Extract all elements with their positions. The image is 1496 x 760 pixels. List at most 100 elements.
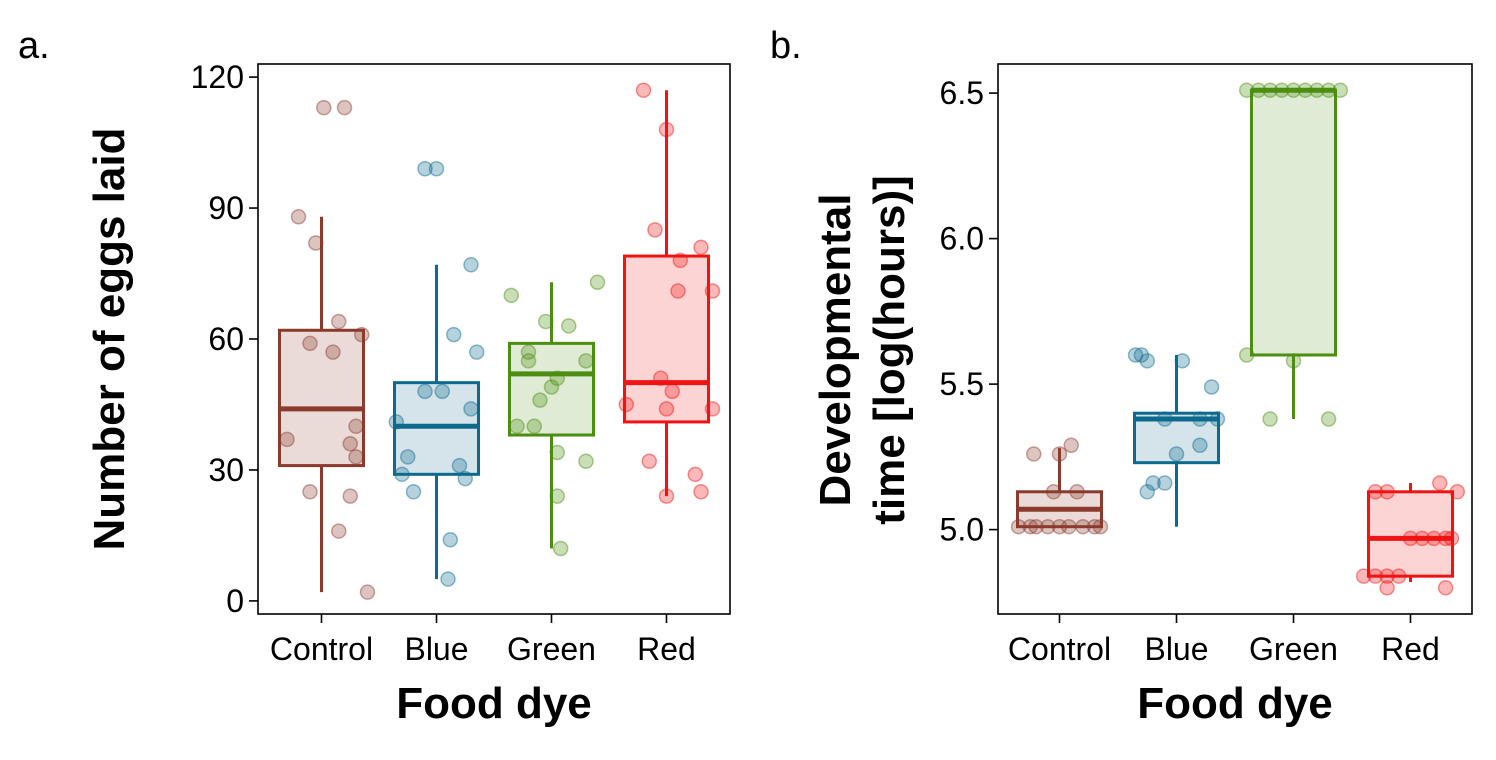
panel-b-point-blue (1168, 446, 1185, 462)
panel-b-marks (1010, 82, 1466, 596)
panel-a-point-blue (417, 383, 433, 400)
panel-b-point-red (1367, 568, 1384, 584)
panel-a-point-green (526, 418, 542, 435)
panel-b-point-green (1320, 411, 1337, 427)
panel-b-box-blue (1133, 355, 1220, 527)
panel-b-iqr-box (1367, 490, 1454, 578)
panel-b-y-tick-label: 6.5 (940, 75, 984, 111)
panel-b-point-green (1309, 82, 1325, 98)
panel-a-x-tick-label-control: Control (270, 631, 373, 667)
panel-b-point-blue (1157, 411, 1173, 427)
panel-b-point-control (1051, 446, 1068, 462)
panel-a-point-red (641, 453, 657, 469)
panel-b-point-green (1274, 82, 1290, 98)
panel-b-point-green (1250, 82, 1267, 98)
panel-b-y-tick-label: 5.5 (940, 366, 984, 402)
panel-b-point-blue (1174, 353, 1191, 369)
panel-a-point-control (302, 335, 318, 352)
panel-b-point-green (1285, 353, 1302, 369)
panel-a-point-control (348, 449, 364, 465)
panel-a-point-green (543, 379, 560, 395)
panel-a-point-green (549, 488, 565, 504)
panel-a-point-control (342, 488, 358, 504)
panel-b-point-control (1063, 437, 1079, 453)
panel-a-y-axis-title: Number of eggs laid (85, 128, 134, 551)
panel-a-point-control (308, 235, 324, 251)
panel-b-plot-frame (997, 63, 1473, 615)
panel-a-y-tick-label: 0 (226, 583, 244, 619)
panel-a-point-control (336, 99, 353, 116)
panel-a-point-red (635, 82, 652, 98)
panel-a-point-green (538, 313, 554, 330)
panel-b-point-red (1437, 580, 1454, 596)
panel-a-point-blue (434, 383, 450, 400)
panel-a-point-blue (440, 571, 456, 587)
panel-b-point-red (1367, 484, 1384, 500)
panel-b-x-axis-title: Food dye (1137, 679, 1333, 728)
panel-b-point-control (1010, 518, 1027, 535)
panel-a-point-blue (457, 470, 473, 487)
panel-a-point-red (658, 121, 675, 138)
panel-a-point-red (658, 401, 675, 417)
panel-a-point-control (359, 584, 376, 600)
panel-a-iqr-box (623, 254, 710, 424)
panel-a-point-blue (417, 161, 433, 177)
panel-b-point-red (1414, 530, 1430, 547)
panel-a-point-blue (405, 484, 422, 500)
panel-label-b: b. (770, 25, 802, 67)
panel-a-box-green (508, 282, 595, 549)
panel-b-point-control (1040, 518, 1056, 535)
panel-a-point-blue (428, 161, 445, 177)
panel-b-point-blue (1127, 347, 1144, 363)
panel-a-box-red (623, 90, 710, 497)
panel-a-point-red (658, 488, 675, 504)
panel-a-x-tick-label-blue: Blue (404, 631, 468, 667)
panel-b-point-blue (1209, 411, 1226, 427)
panel-b-point-control (1028, 518, 1044, 535)
panel-b-point-green (1262, 411, 1278, 427)
panel-b-point-control (1075, 518, 1091, 535)
panel-b-y-tick-label: 6.0 (940, 221, 984, 257)
panel-a-point-blue (463, 401, 479, 417)
panel-b-point-green (1238, 347, 1255, 363)
panel-a-point-green (549, 444, 565, 461)
panel-b-y-axis-title-line-1: Developmental (811, 194, 860, 507)
panel-b-point-blue (1157, 475, 1173, 491)
panel-a-y-tick-label: 30 (208, 452, 244, 488)
panel-b-box-green (1250, 87, 1337, 420)
panel-a-point-control (279, 431, 295, 448)
panel-a-point-green (520, 344, 537, 360)
panel-b-point-blue (1203, 379, 1220, 395)
panel-b-point-control (1061, 518, 1077, 535)
panel-a-point-green (552, 540, 569, 557)
panel-a-point-red (704, 401, 721, 417)
panel-b-x-tick-label-green: Green (1249, 631, 1338, 667)
panel-b-y-axis-title-line-2: time [log(hours)] (865, 175, 914, 525)
panel-b-point-blue (1192, 411, 1208, 427)
panel-b-point-control (1026, 446, 1042, 462)
panel-a-x-axis-title: Food dye (396, 679, 592, 728)
panel-a-point-red (670, 283, 686, 299)
panel-a-point-control (290, 209, 307, 225)
panel-a-point-red (664, 383, 680, 400)
panel-b-point-control (1069, 484, 1085, 500)
panel-a-box-blue (393, 264, 480, 580)
panel-a-egg-count-chart: a. 0 30 60 90 120 Control Blue Green Red Food dy… (18, 25, 731, 728)
panel-a-point-control (316, 99, 332, 116)
panel-b-point-green (1332, 82, 1349, 98)
panel-b-ticks: 5.0 5.5 6.0 6.5 Control Blue Green Red (940, 75, 1440, 667)
panel-a-point-control (331, 313, 347, 330)
panel-b-development-time-chart: b. 5.0 5.5 6.0 6.5 Control Blue Green Red Food … (770, 25, 1473, 728)
panel-a-point-control (302, 484, 318, 500)
panel-a-point-control (331, 523, 347, 539)
panel-a-point-blue (451, 457, 468, 474)
panel-label-a: a. (18, 25, 50, 67)
panel-a-point-blue (446, 326, 462, 343)
panel-b-point-red (1355, 568, 1372, 584)
panel-b-point-blue (1145, 475, 1161, 491)
panel-a-point-green (532, 392, 548, 408)
panel-a-point-blue (400, 449, 416, 465)
panel-a-x-tick-label-green: Green (507, 631, 596, 667)
panel-b-point-red (1437, 530, 1454, 547)
